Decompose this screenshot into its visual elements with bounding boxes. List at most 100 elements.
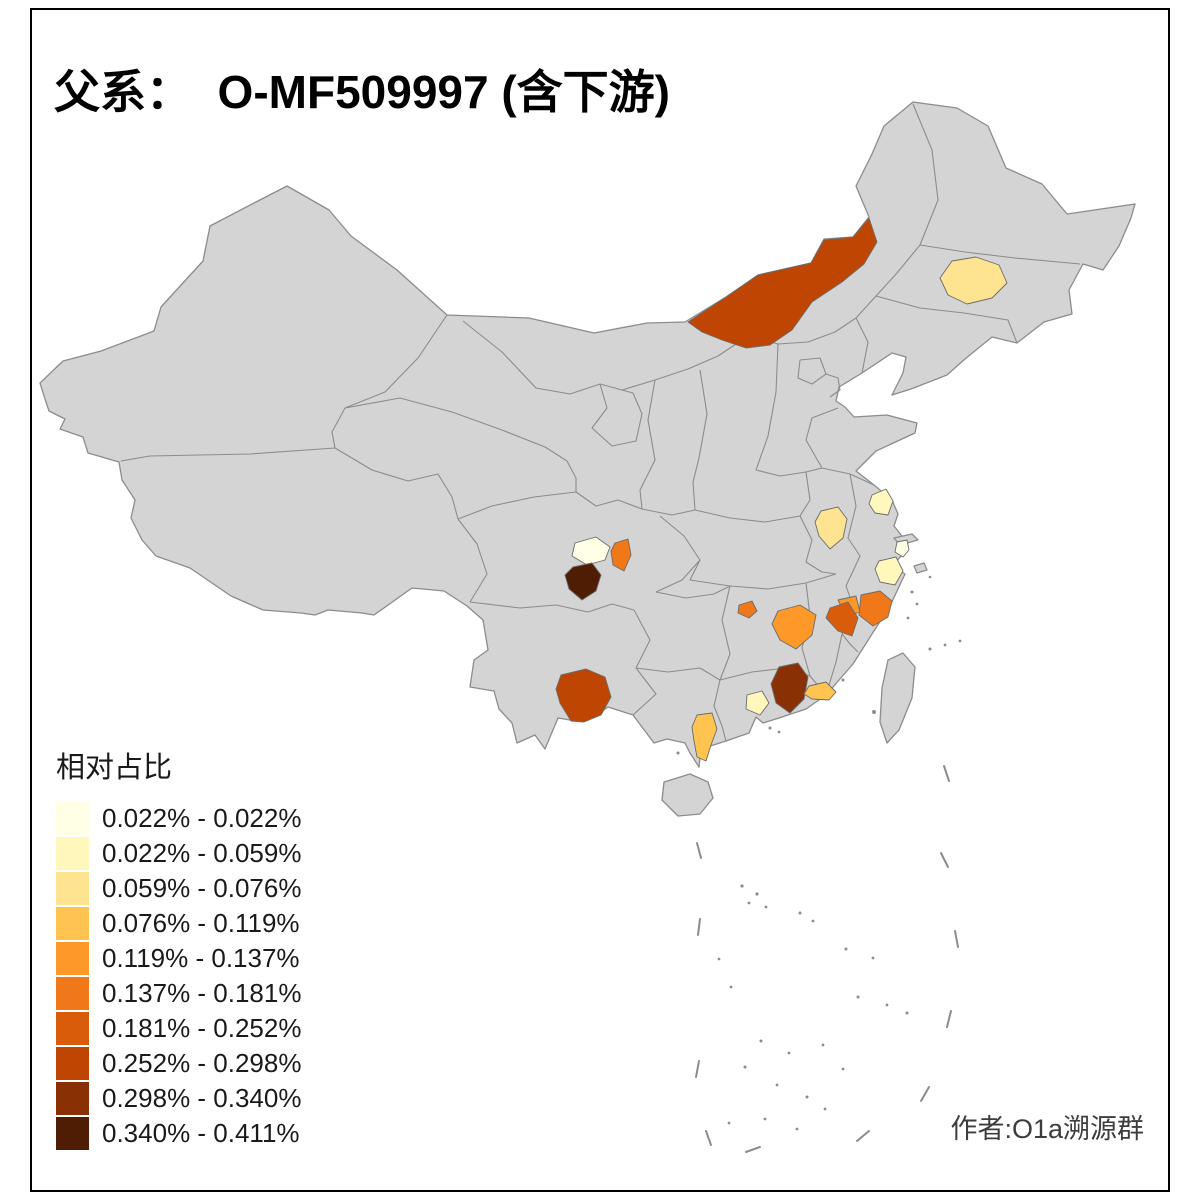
region-zhejiang-east: [858, 590, 893, 627]
border-gansu-south: [575, 491, 696, 516]
legend-swatch: [56, 1117, 89, 1150]
island-dot: [928, 647, 932, 651]
legend-swatch: [56, 907, 89, 940]
legend-swatch: [56, 837, 89, 870]
region-shanghai: [894, 539, 910, 558]
border-zhejiang-fujian: [841, 633, 859, 653]
island-dot: [958, 639, 962, 643]
legend-swatch: [56, 1047, 89, 1080]
border-shaanxi-west: [639, 379, 656, 510]
island-dot: [910, 590, 914, 594]
dash-line-segment: [920, 1086, 930, 1102]
region-hunan-east: [771, 604, 817, 650]
region-jilin: [939, 256, 1008, 305]
border-hebei-shanxi: [755, 343, 779, 471]
region-guangdong-north: [770, 662, 809, 714]
border-guizhou-guangxi: [635, 667, 721, 681]
legend-label: 0.137% - 0.181%: [102, 978, 302, 1008]
island-dot: [915, 602, 919, 606]
island-dot: [717, 957, 721, 961]
island-dot: [768, 726, 772, 730]
border-hubei-hunan: [689, 573, 837, 590]
legend-label: 0.119% - 0.137%: [102, 943, 300, 973]
border-qinghai-sichuan: [457, 491, 577, 520]
legend-row: 0.022% - 0.022%: [56, 802, 301, 835]
dash-line-segment: [745, 1146, 761, 1153]
island-dot: [823, 1107, 827, 1111]
border-tibet-sichuan: [457, 518, 488, 603]
island-dot: [943, 643, 947, 647]
island-dot: [743, 1065, 747, 1069]
island-dot: [856, 995, 860, 999]
island-dot: [775, 1083, 779, 1087]
dash-line-segment: [946, 1010, 952, 1028]
region-hunan-small: [737, 600, 758, 619]
dash-line-segment: [695, 1060, 700, 1078]
dash-line-segment: [856, 1130, 870, 1142]
border-jiangxi-fujian: [825, 633, 843, 696]
legend-row: 0.340% - 0.411%: [56, 1117, 301, 1150]
island-dot: [871, 956, 875, 960]
island-dot: [798, 911, 802, 915]
island-dot: [805, 1095, 809, 1099]
island-dot: [747, 901, 751, 905]
border-gansu-innermongolia: [462, 320, 623, 395]
border-jiangsu-anhui: [847, 473, 861, 557]
border-liaoning-hebei: [855, 317, 869, 374]
border-innermongolia-south: [621, 335, 749, 391]
border-henan-anhui: [799, 471, 811, 517]
legend-label: 0.076% - 0.119%: [102, 908, 300, 938]
legend-label: 0.181% - 0.252%: [102, 1013, 302, 1043]
island-dot: [906, 616, 910, 620]
legend-row: 0.181% - 0.252%: [56, 1012, 301, 1045]
dash-line-segment: [943, 765, 950, 782]
island-dot: [727, 1121, 731, 1125]
legend-row: 0.076% - 0.119%: [56, 907, 301, 940]
legend: 相对占比 0.022% - 0.022% 0.022% - 0.059% 0.0…: [56, 744, 301, 1152]
highlighted-regions: [555, 217, 1008, 762]
island-dot: [885, 1003, 889, 1007]
china-mainland: [39, 101, 1136, 768]
dash-line-segment: [696, 842, 702, 859]
credit-text: 作者:O1a溯源群: [950, 1114, 1144, 1144]
border-heilongjiang-jilin: [919, 244, 1081, 265]
island-dot: [777, 730, 781, 734]
region-leizhou: [691, 712, 718, 762]
dash-line-segment: [705, 1130, 712, 1146]
region-jiangsu: [868, 488, 894, 516]
island-dot: [811, 919, 815, 923]
province-borders: [120, 103, 1081, 742]
legend-label: 0.059% - 0.076%: [102, 873, 302, 903]
legend-swatch: [56, 1012, 89, 1045]
island-dot: [729, 985, 733, 989]
region-sichuan-orange: [610, 538, 632, 572]
region-yunnan: [555, 668, 612, 723]
region-inner-mongolia: [687, 217, 878, 349]
island-dot: [740, 884, 744, 888]
legend-label: 0.022% - 0.022%: [102, 803, 302, 833]
legend-row: 0.137% - 0.181%: [56, 977, 301, 1010]
border-qinghai-north: [344, 397, 568, 462]
border-sichuan-guizhou: [655, 585, 731, 599]
legend-label: 0.340% - 0.411%: [102, 1118, 300, 1148]
legend-row: 0.252% - 0.298%: [56, 1047, 301, 1080]
legend-label: 0.298% - 0.340%: [102, 1083, 302, 1113]
border-guangxi-guangdong: [713, 679, 727, 742]
legend-swatch: [56, 942, 89, 975]
border-beijing: [797, 357, 827, 385]
border-qinghai-east: [566, 460, 577, 492]
legend-swatch: [56, 977, 89, 1010]
island-dot: [844, 947, 848, 951]
legend-row: 0.022% - 0.059%: [56, 837, 301, 870]
legend-row: 0.119% - 0.137%: [56, 942, 301, 975]
south-china-sea-islands: [676, 575, 962, 1153]
border-henan-hubei: [694, 509, 801, 523]
island-dot: [759, 1039, 763, 1043]
legend-label: 0.022% - 0.059%: [102, 838, 302, 868]
border-xinjiang-east: [331, 314, 448, 449]
island-dot: [841, 678, 845, 682]
legend-row: 0.298% - 0.340%: [56, 1082, 301, 1115]
border-shanxi-shaanxi: [692, 369, 708, 511]
